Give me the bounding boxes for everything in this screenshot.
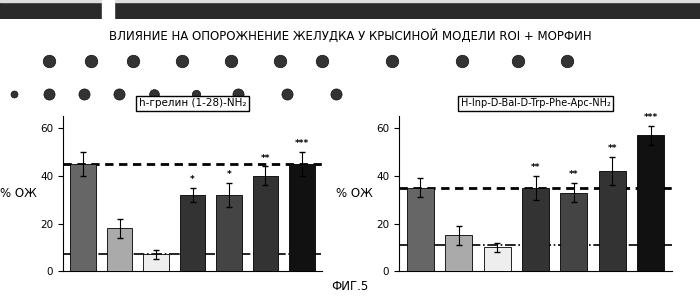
Y-axis label: % ОЖ: % ОЖ <box>0 187 36 200</box>
Text: **: ** <box>531 163 540 172</box>
Bar <box>599 171 626 271</box>
Bar <box>407 188 433 271</box>
Text: ***: *** <box>295 139 309 148</box>
Bar <box>144 254 169 271</box>
Bar <box>107 228 132 271</box>
Bar <box>253 176 278 271</box>
Text: **: ** <box>608 144 617 153</box>
Bar <box>102 0 114 19</box>
Bar <box>522 188 549 271</box>
Text: ФИГ.5: ФИГ.5 <box>331 280 369 293</box>
Text: *: * <box>227 170 232 179</box>
Text: *: * <box>190 175 195 184</box>
Bar <box>484 247 510 271</box>
Y-axis label: % ОЖ: % ОЖ <box>335 187 372 200</box>
Bar <box>561 193 587 271</box>
Bar <box>180 195 205 271</box>
Bar <box>0 0 700 2</box>
Text: ***: *** <box>644 113 658 122</box>
Text: h-грелин (1-28)-NH₂: h-грелин (1-28)-NH₂ <box>139 98 246 108</box>
Text: ВЛИЯНИЕ НА ОПОРОЖНЕНИЕ ЖЕЛУДКА У КРЫСИНОЙ МОДЕЛИ ROI + МОРФИН: ВЛИЯНИЕ НА ОПОРОЖНЕНИЕ ЖЕЛУДКА У КРЫСИНО… <box>108 29 592 43</box>
Bar <box>445 235 472 271</box>
Text: H-Inp-D-Bal-D-Trp-Phe-Apc-NH₂: H-Inp-D-Bal-D-Trp-Phe-Apc-NH₂ <box>461 98 610 108</box>
Bar <box>289 164 315 271</box>
Bar <box>70 164 96 271</box>
Bar <box>638 135 664 271</box>
Bar <box>216 195 242 271</box>
Text: **: ** <box>569 170 579 179</box>
Text: **: ** <box>260 154 270 163</box>
